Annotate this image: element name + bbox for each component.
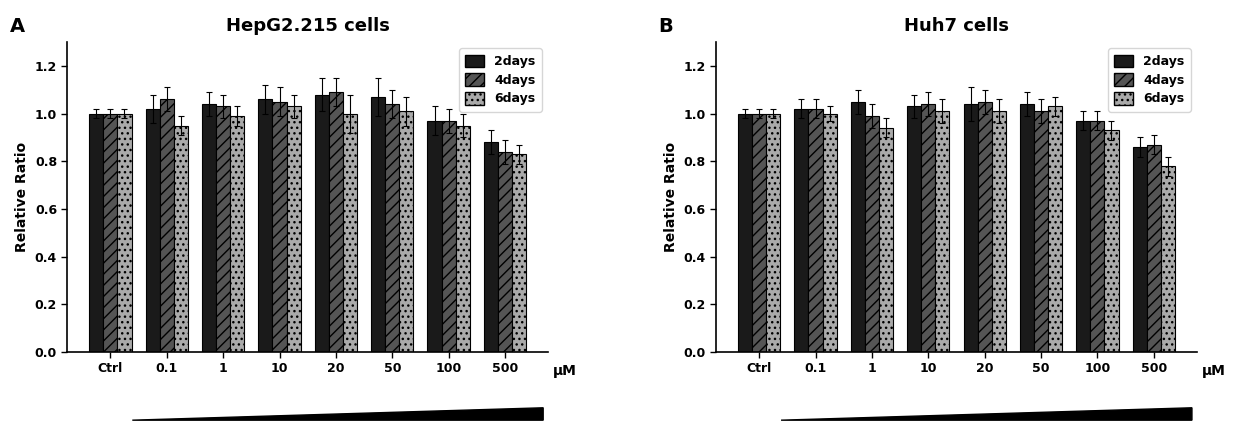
- Bar: [1105, 130, 1118, 352]
- Bar: [992, 111, 1006, 352]
- Y-axis label: Relative Ratio: Relative Ratio: [663, 142, 678, 252]
- Bar: [455, 125, 470, 352]
- Bar: [441, 121, 455, 352]
- Legend: 2days, 4days, 6days: 2days, 4days, 6days: [459, 48, 542, 112]
- Text: A: A: [10, 17, 25, 37]
- Bar: [1147, 145, 1161, 352]
- Bar: [498, 152, 512, 352]
- Text: KNK437: KNK437: [950, 439, 1012, 440]
- Bar: [1132, 147, 1147, 352]
- Bar: [512, 154, 526, 352]
- Bar: [935, 111, 950, 352]
- Bar: [89, 114, 103, 352]
- Bar: [231, 116, 244, 352]
- Bar: [1161, 166, 1176, 352]
- Bar: [329, 92, 343, 352]
- Bar: [1076, 121, 1090, 352]
- Bar: [202, 104, 216, 352]
- Bar: [343, 114, 357, 352]
- Bar: [822, 114, 837, 352]
- Bar: [273, 102, 286, 352]
- Text: KNK437: KNK437: [300, 439, 363, 440]
- Bar: [286, 106, 300, 352]
- Bar: [864, 116, 879, 352]
- Bar: [738, 114, 753, 352]
- Bar: [160, 99, 174, 352]
- Bar: [484, 142, 498, 352]
- Legend: 2days, 4days, 6days: 2days, 4days, 6days: [1109, 48, 1190, 112]
- Bar: [1019, 104, 1034, 352]
- Text: μM: μM: [553, 364, 577, 378]
- Bar: [386, 104, 399, 352]
- Bar: [428, 121, 441, 352]
- Text: μM: μM: [1202, 364, 1225, 378]
- Bar: [808, 109, 822, 352]
- Bar: [258, 99, 273, 352]
- Bar: [145, 109, 160, 352]
- Title: HepG2.215 cells: HepG2.215 cells: [226, 17, 389, 35]
- Bar: [766, 114, 780, 352]
- Title: Huh7 cells: Huh7 cells: [904, 17, 1009, 35]
- Bar: [216, 106, 231, 352]
- Text: B: B: [658, 17, 673, 37]
- Bar: [103, 114, 118, 352]
- Bar: [908, 106, 921, 352]
- Bar: [371, 97, 386, 352]
- Bar: [753, 114, 766, 352]
- Bar: [118, 114, 131, 352]
- Bar: [174, 125, 188, 352]
- Bar: [1048, 106, 1063, 352]
- Bar: [921, 104, 935, 352]
- Bar: [851, 102, 864, 352]
- Bar: [977, 102, 992, 352]
- Polygon shape: [781, 408, 1192, 420]
- Y-axis label: Relative Ratio: Relative Ratio: [15, 142, 30, 252]
- Bar: [963, 104, 977, 352]
- Polygon shape: [133, 408, 543, 420]
- Bar: [399, 111, 413, 352]
- Bar: [879, 128, 893, 352]
- Bar: [1090, 121, 1105, 352]
- Bar: [315, 95, 329, 352]
- Bar: [1034, 111, 1048, 352]
- Bar: [795, 109, 808, 352]
